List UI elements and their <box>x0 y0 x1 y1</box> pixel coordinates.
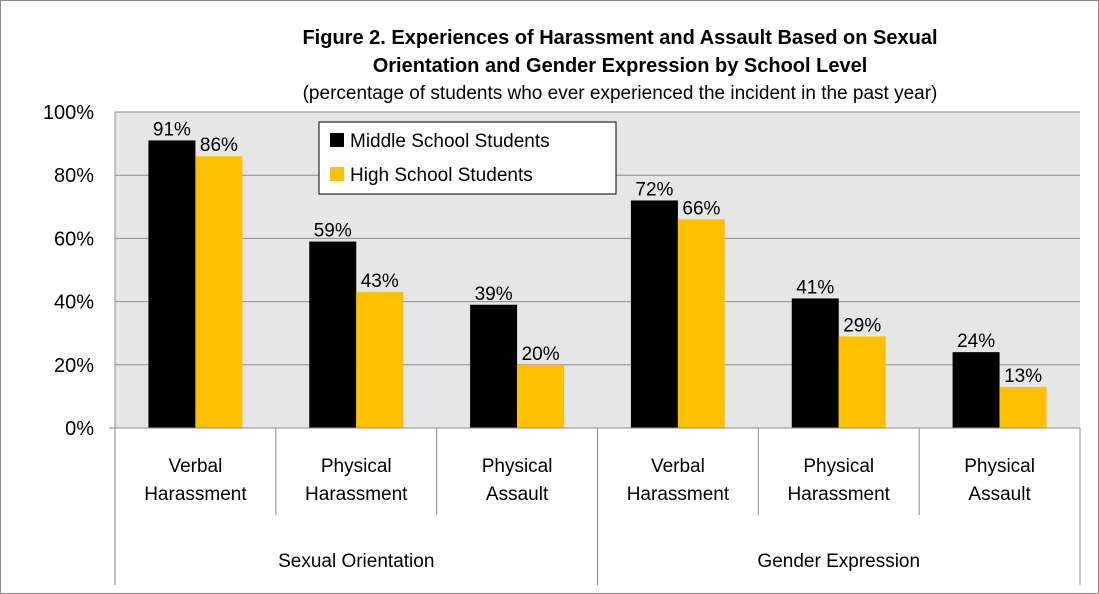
legend-swatch-high-school <box>330 167 344 181</box>
bar-middle-school <box>148 140 196 428</box>
category-label-line1: Physical <box>803 456 874 477</box>
data-label: 43% <box>361 271 399 292</box>
data-label: 39% <box>475 284 513 305</box>
bar-high-school <box>517 364 565 428</box>
category-label-line1: Verbal <box>168 456 222 477</box>
category-label-line1: Physical <box>964 456 1035 477</box>
bar-high-school <box>838 336 886 428</box>
group-label: Sexual Orientation <box>278 551 434 572</box>
category-label-line2: Harassment <box>305 484 408 505</box>
y-tick-label: 80% <box>54 165 94 187</box>
legend-label-high-school: High School Students <box>350 165 533 186</box>
category-label-line2: Harassment <box>144 484 247 505</box>
data-label: 29% <box>843 315 881 336</box>
bar-middle-school <box>952 352 1000 428</box>
category-label-line1: Physical <box>482 456 553 477</box>
legend-label-middle-school: Middle School Students <box>350 131 550 152</box>
gridlines <box>115 111 1080 366</box>
chart-title-line2: Orientation and Gender Expression by Sch… <box>373 55 868 77</box>
legend-box <box>318 121 617 195</box>
bar-middle-school <box>470 304 518 428</box>
data-label: 72% <box>635 179 673 200</box>
y-tick-label: 40% <box>54 292 94 314</box>
chart-title-line1: Figure 2. Experiences of Harassment and … <box>302 27 937 49</box>
axes <box>109 112 1081 585</box>
bar-high-school <box>677 219 725 428</box>
y-tick-label: 0% <box>65 418 94 440</box>
category-label-line2: Assault <box>486 484 549 505</box>
category-label-line1: Verbal <box>651 456 705 477</box>
data-label: 13% <box>1004 366 1042 387</box>
bar-high-school <box>195 156 243 429</box>
category-label-line2: Harassment <box>788 484 891 505</box>
data-label: 41% <box>796 277 834 298</box>
data-label: 86% <box>200 135 238 156</box>
legend: Middle School Students High School Stude… <box>318 121 617 195</box>
y-tick-labels: 0% 20% 40% 60% 80% 100% <box>43 102 94 440</box>
category-label-line2: Assault <box>968 484 1031 505</box>
bar-middle-school <box>630 200 678 428</box>
y-tick-label: 100% <box>43 102 94 124</box>
category-label-line2: Harassment <box>627 484 730 505</box>
category-label-line1: Physical <box>321 456 392 477</box>
data-label: 24% <box>957 331 995 352</box>
y-tick-label: 20% <box>54 355 94 377</box>
bars: 91% 59% 39% 72% 41% 24% 86% 43% 20% 66% 29% 13% <box>148 119 1047 429</box>
data-label: 20% <box>522 344 560 365</box>
bar-high-school <box>999 386 1047 428</box>
group-label: Gender Expression <box>757 551 920 572</box>
bar-middle-school <box>791 298 839 428</box>
legend-swatch-middle-school <box>330 133 344 147</box>
category-labels: Verbal Harassment Physical Harassment Physic… <box>144 456 1035 572</box>
bar-high-school <box>356 292 404 428</box>
y-tick-label: 60% <box>54 228 94 250</box>
data-label: 59% <box>314 221 352 242</box>
data-label: 66% <box>682 198 720 219</box>
bar-middle-school <box>309 241 357 428</box>
chart-subtitle: (percentage of students who ever experie… <box>303 83 938 104</box>
data-label: 91% <box>153 119 191 140</box>
